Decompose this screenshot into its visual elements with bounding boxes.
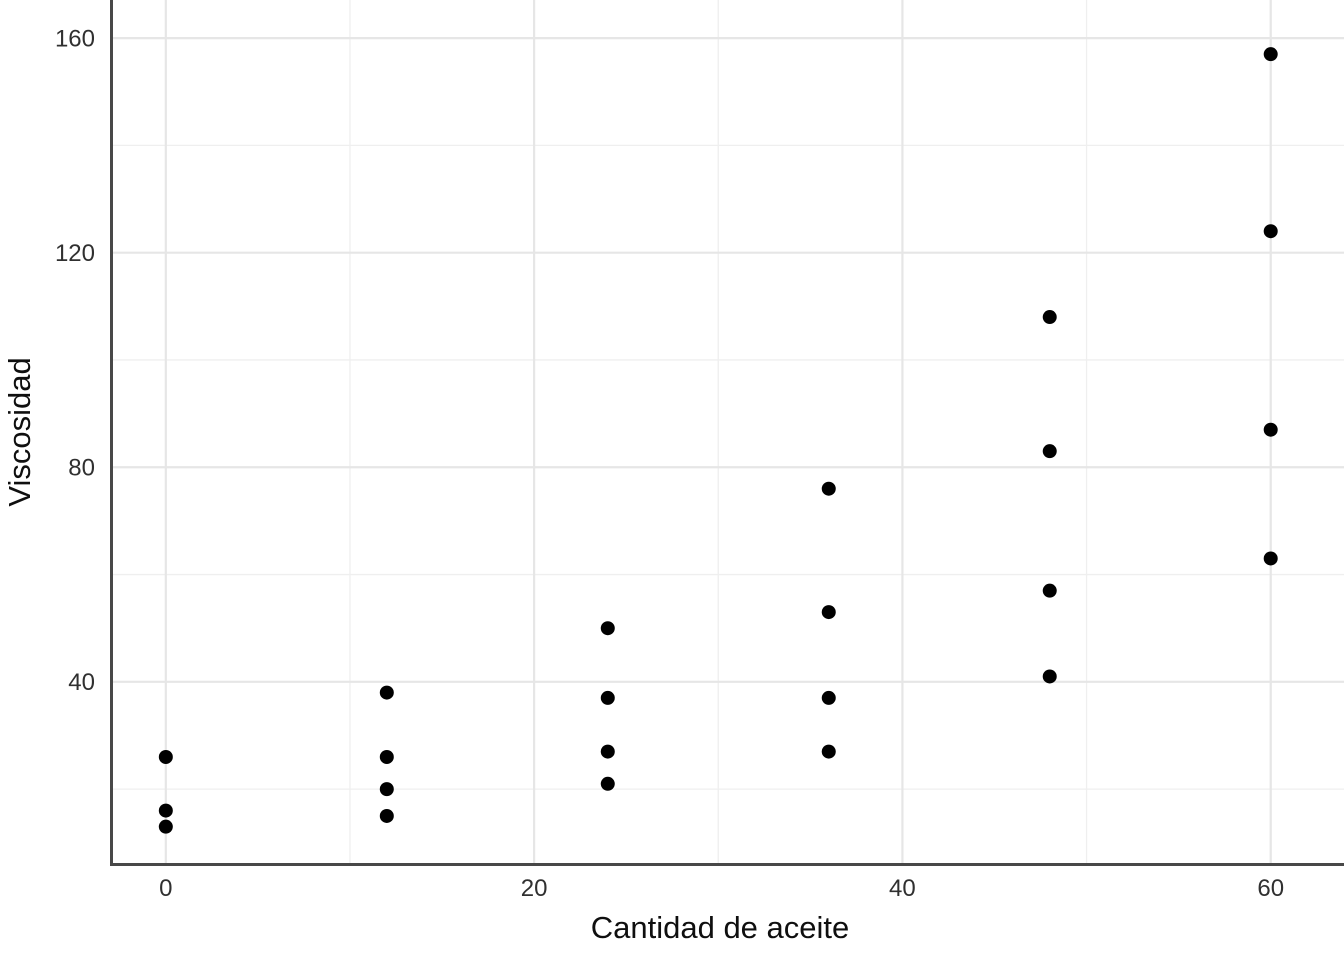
data-point xyxy=(821,605,836,620)
data-point xyxy=(379,685,394,700)
y-tick-label: 80 xyxy=(68,455,95,482)
data-point xyxy=(821,744,836,759)
data-point xyxy=(1263,551,1278,566)
y-axis-title: Viscosidad xyxy=(2,357,37,506)
data-point xyxy=(1042,669,1057,684)
data-point xyxy=(1263,47,1278,62)
x-tick-label: 40 xyxy=(889,875,916,902)
data-point xyxy=(158,819,173,834)
data-point xyxy=(1042,583,1057,598)
data-point xyxy=(379,782,394,797)
data-point xyxy=(600,776,615,791)
tick-labels: 40 80 120 160 0 20 40 60 xyxy=(55,25,1284,902)
data-point xyxy=(600,744,615,759)
y-tick-label: 120 xyxy=(55,240,95,267)
y-tick-label: 40 xyxy=(68,669,95,696)
data-point xyxy=(1263,422,1278,437)
x-tick-label: 20 xyxy=(521,875,548,902)
data-points xyxy=(158,47,1278,834)
data-point xyxy=(1042,310,1057,325)
data-point xyxy=(600,621,615,636)
x-tick-label: 0 xyxy=(159,875,172,902)
data-point xyxy=(821,690,836,705)
data-point xyxy=(158,749,173,764)
data-point xyxy=(379,749,394,764)
data-point xyxy=(600,690,615,705)
y-tick-label: 160 xyxy=(55,25,95,52)
data-point xyxy=(1042,444,1057,459)
x-axis-title: Cantidad de aceite xyxy=(591,910,850,945)
major-gridlines xyxy=(111,0,1344,865)
data-point xyxy=(1263,224,1278,239)
minor-gridlines xyxy=(111,0,1344,865)
axis-lines xyxy=(110,0,1344,866)
data-point xyxy=(379,808,394,823)
data-point xyxy=(158,803,173,818)
x-tick-label: 60 xyxy=(1257,875,1284,902)
data-point xyxy=(821,481,836,496)
